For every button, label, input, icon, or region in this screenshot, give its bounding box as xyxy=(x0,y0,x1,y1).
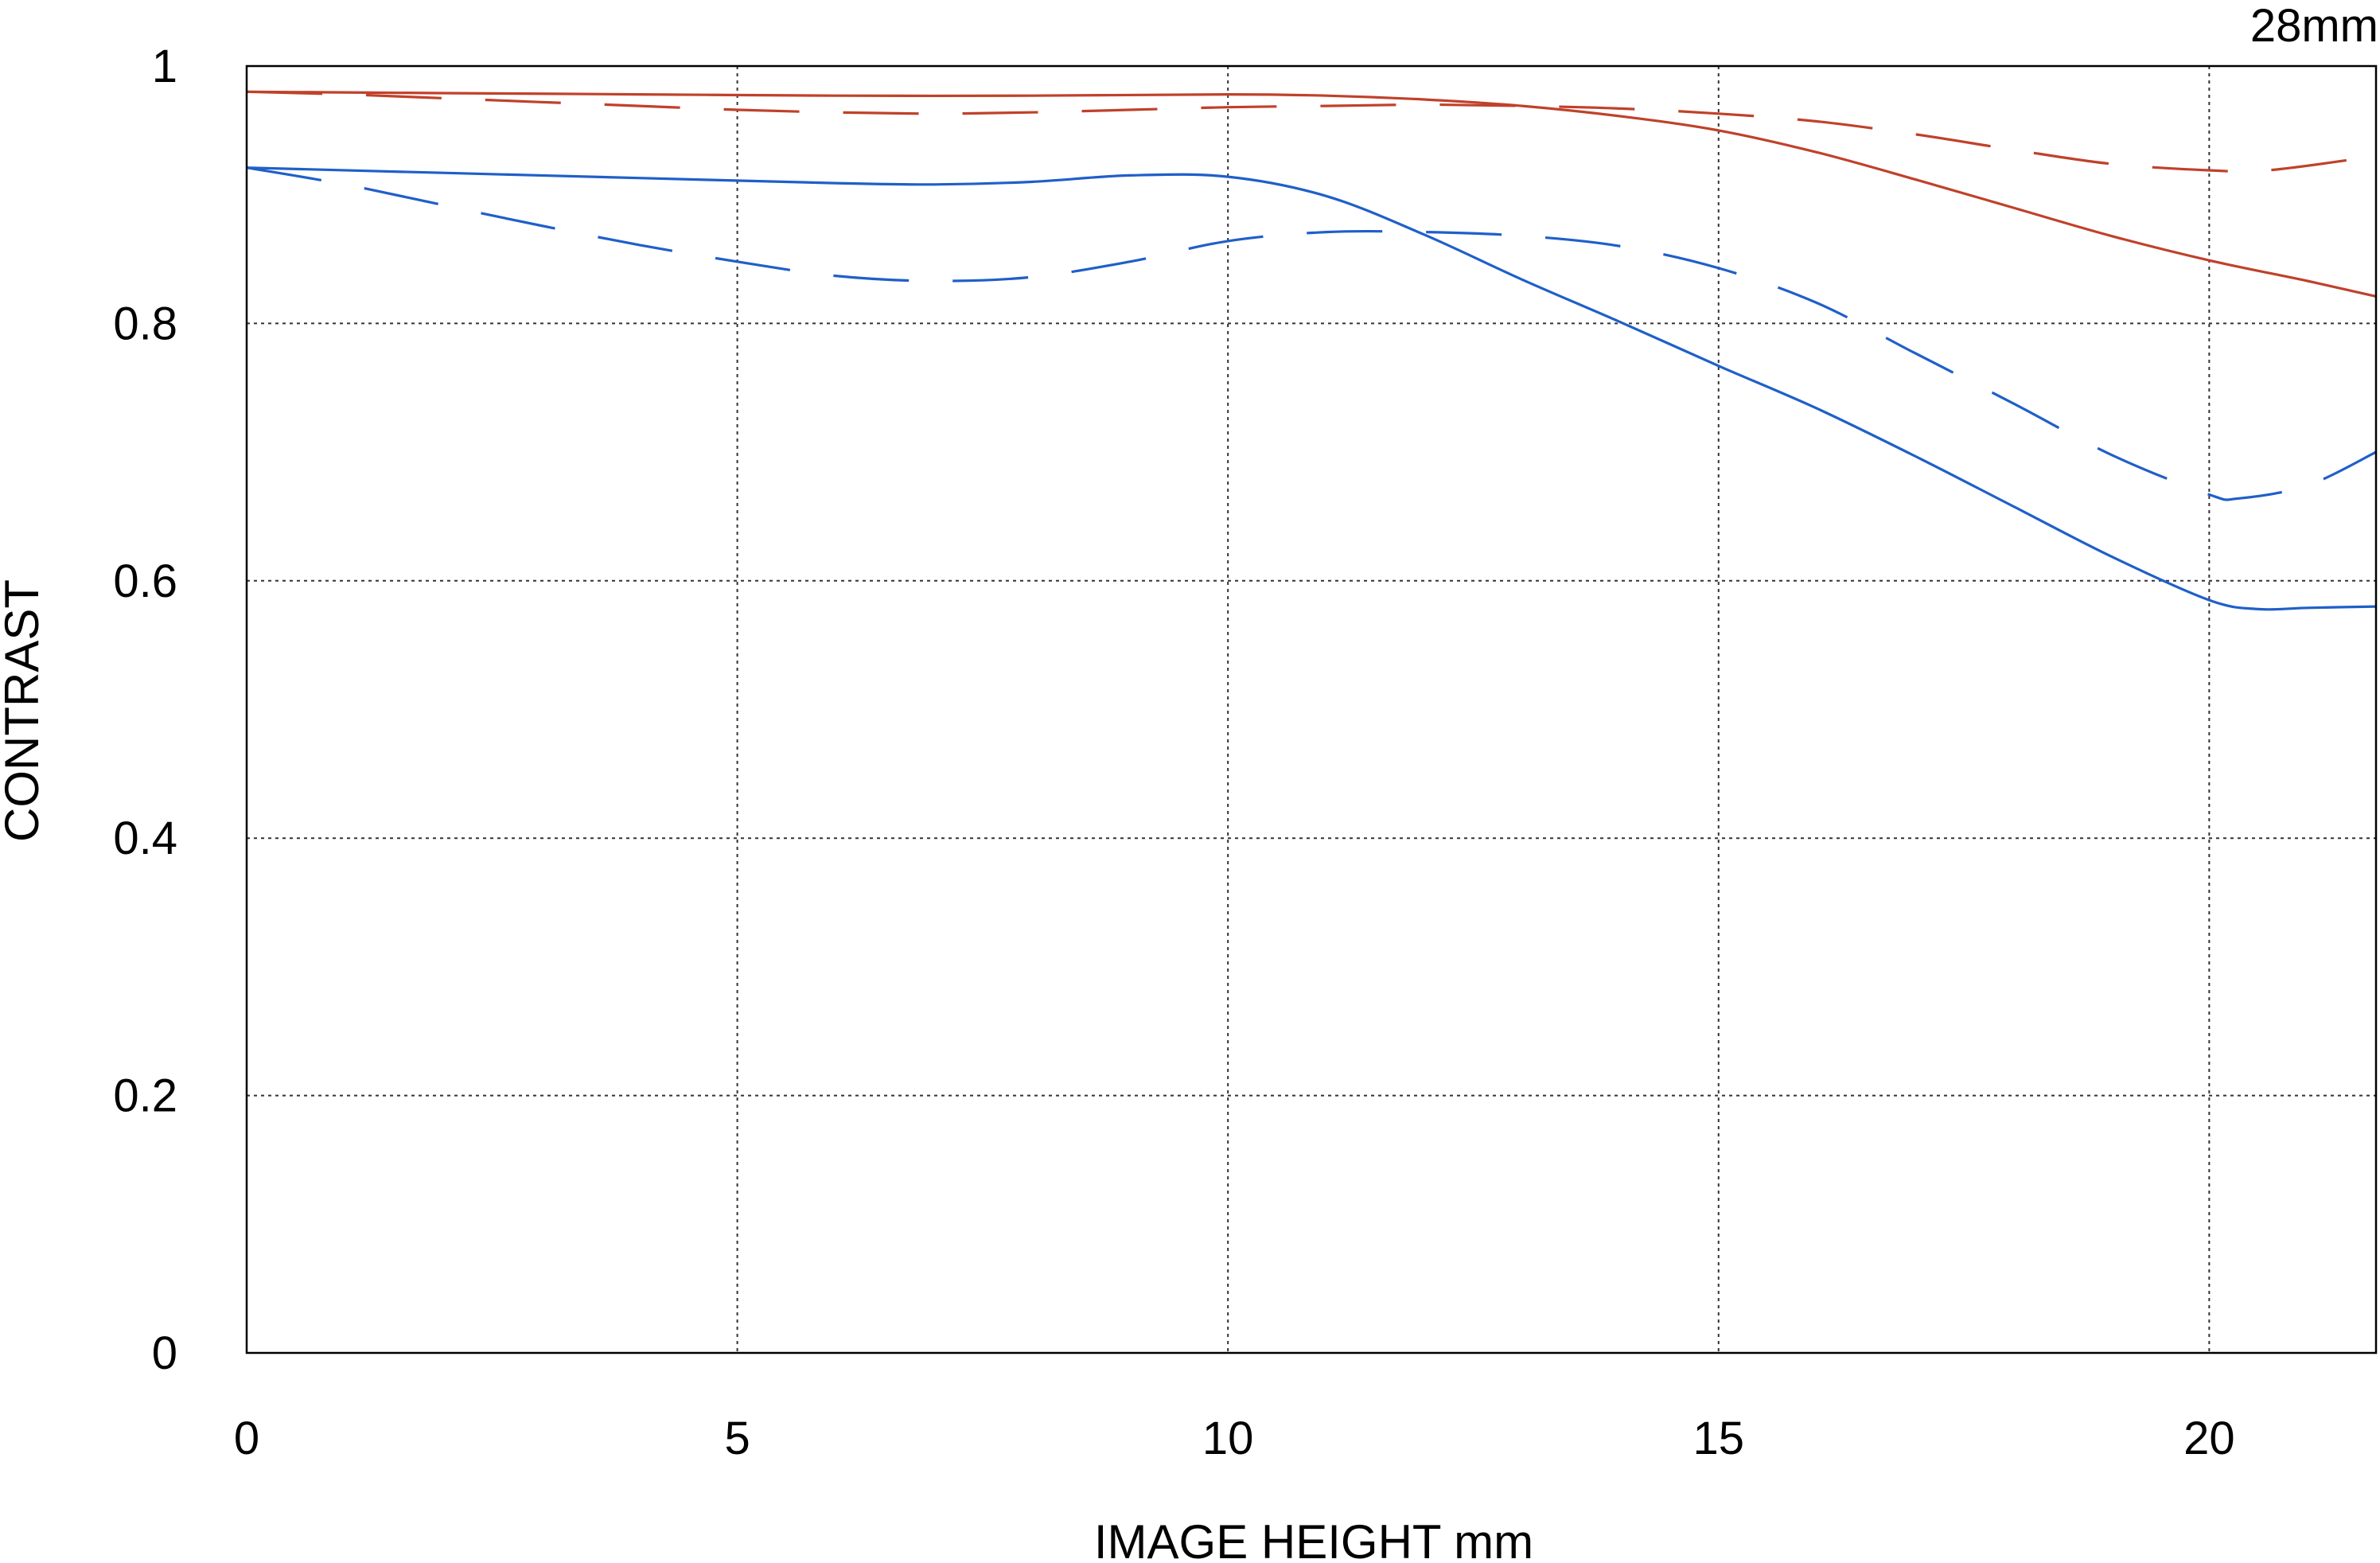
y-tick-label: 0 xyxy=(152,1327,177,1379)
grid-lines xyxy=(247,66,2376,1353)
series-line-4 xyxy=(246,166,2377,501)
x-tick-label: 5 xyxy=(724,1413,750,1464)
focal-length-label: 28mm xyxy=(2250,0,2378,52)
x-tick-label: 0 xyxy=(234,1413,259,1464)
y-axis-title: CONTRAST xyxy=(0,579,49,842)
series-lines xyxy=(246,90,2377,611)
y-tick-label: 0.4 xyxy=(113,813,177,864)
y-tick-labels: 0 0.2 0.4 0.6 0.8 1 xyxy=(113,41,177,1379)
y-tick-label: 0.2 xyxy=(113,1070,177,1122)
y-tick-label: 1 xyxy=(152,41,177,92)
x-axis-title: IMAGE HEIGHT mm xyxy=(1094,1515,1533,1563)
y-tick-label: 0.8 xyxy=(113,298,177,349)
series-line-1 xyxy=(246,90,2377,298)
x-tick-label: 20 xyxy=(2183,1413,2235,1464)
series-line-3 xyxy=(246,166,2377,611)
y-tick-label: 0.6 xyxy=(113,555,177,607)
x-tick-label: 15 xyxy=(1693,1413,1745,1464)
x-tick-label: 10 xyxy=(1202,1413,1254,1464)
series-line-2 xyxy=(246,90,2377,173)
plot-frame xyxy=(245,64,2378,1354)
x-tick-labels: 0 5 10 15 20 xyxy=(234,1413,2235,1464)
